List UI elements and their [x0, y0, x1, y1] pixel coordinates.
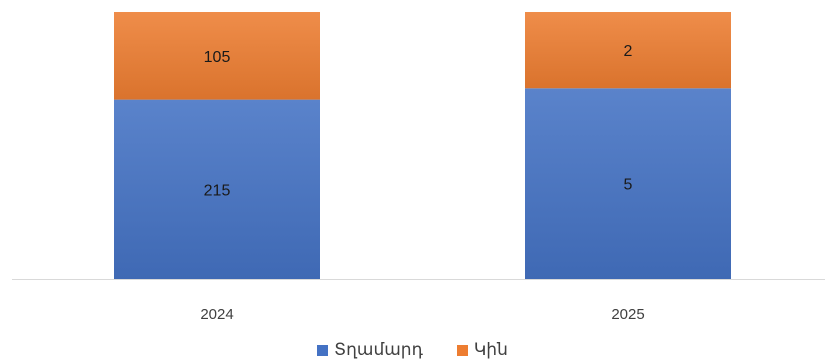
legend-label-female: Կին	[473, 340, 508, 360]
x-tick-labels: 2024 2025	[200, 306, 644, 323]
x-tick-label-2025: 2025	[611, 306, 644, 323]
legend-swatch-male	[317, 344, 329, 356]
data-label-2025-series-1: 2	[624, 43, 633, 60]
data-label-2024-series-1: 105	[204, 49, 231, 66]
bar-2024-series-0	[114, 99, 320, 279]
legend: Տղամարդ Կին	[0, 338, 825, 362]
bar-2025-series-0	[525, 88, 731, 280]
legend-item-male: Տղամարդ	[317, 340, 423, 360]
bar-2024-series-1	[114, 12, 320, 100]
legend-swatch-female	[456, 344, 468, 356]
data-label-2024-series-0: 215	[204, 182, 231, 199]
bar-2025-series-1	[525, 12, 731, 89]
legend-label-male: Տղամարդ	[334, 340, 423, 360]
x-tick-label-2024: 2024	[200, 306, 233, 323]
legend-item-female: Կին	[456, 340, 508, 360]
data-label-2025-series-0: 5	[624, 177, 633, 194]
bars-group: 215 105 5 2	[114, 12, 731, 280]
